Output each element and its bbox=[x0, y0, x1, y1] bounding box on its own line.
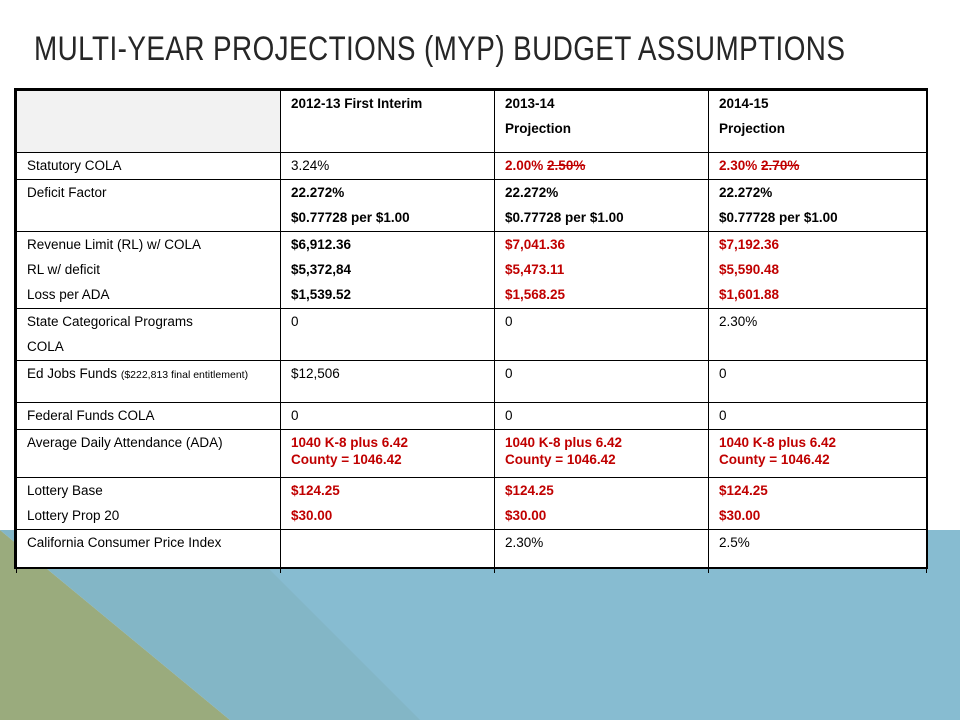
row-label: Lottery Base Lottery Prop 20 bbox=[16, 477, 281, 530]
table-cell: $12,506 bbox=[280, 360, 495, 403]
row-label: Federal Funds COLA bbox=[16, 402, 281, 430]
header-cell-2012-13: 2012-13 First Interim bbox=[280, 90, 495, 153]
table-cell: $124.25 $30.00 bbox=[280, 477, 495, 530]
row-label: Ed Jobs Funds ($222,813 final entitlemen… bbox=[16, 360, 281, 403]
teal-light-shape bbox=[0, 530, 420, 720]
table-cell: $6,912.36 $5,372,84 $1,539.52 bbox=[280, 231, 495, 309]
table-cell: 2.30% bbox=[494, 529, 709, 573]
table-row: California Consumer Price Index 2.30% 2.… bbox=[16, 529, 927, 573]
table-row: Ed Jobs Funds ($222,813 final entitlemen… bbox=[16, 360, 927, 403]
table-cell: 0 bbox=[494, 308, 709, 361]
table-cell: $7,192.36 $5,590.48 $1,601.88 bbox=[708, 231, 927, 309]
table-cell: $7,041.36 $5,473.11 $1,568.25 bbox=[494, 231, 709, 309]
table-cell: 1040 K-8 plus 6.42 County = 1046.42 bbox=[708, 429, 927, 478]
table-cell: 2.30% bbox=[708, 308, 927, 361]
header-cell-2014-15: 2014-15 Projection bbox=[708, 90, 927, 153]
table-header-row: 2012-13 First Interim 2013-14 Projection … bbox=[16, 90, 927, 153]
table-cell: 2.5% bbox=[708, 529, 927, 573]
row-label: Statutory COLA bbox=[16, 152, 281, 180]
page-title: MULTI-YEAR PROJECTIONS (MYP) BUDGET ASSU… bbox=[34, 30, 846, 68]
row-label: Revenue Limit (RL) w/ COLA RL w/ deficit L… bbox=[16, 231, 281, 309]
table-row: Federal Funds COLA 0 0 0 bbox=[16, 402, 927, 430]
table-cell: 2.30% 2.70% bbox=[708, 152, 927, 180]
table-cell: 1040 K-8 plus 6.42 County = 1046.42 bbox=[280, 429, 495, 478]
table-cell: 3.24% bbox=[280, 152, 495, 180]
table-cell: $124.25 $30.00 bbox=[708, 477, 927, 530]
table-cell: 0 bbox=[280, 402, 495, 430]
table-cell: 22.272% $0.77728 per $1.00 bbox=[708, 179, 927, 232]
table-row: State Categorical Programs COLA 0 0 2.30% bbox=[16, 308, 927, 361]
budget-assumptions-table: 2012-13 First Interim 2013-14 Projection … bbox=[14, 88, 928, 573]
table-cell: 0 bbox=[494, 402, 709, 430]
table-cell: $124.25 $30.00 bbox=[494, 477, 709, 530]
table-row: Deficit Factor 22.272% $0.77728 per $1.00… bbox=[16, 179, 927, 232]
row-label: Average Daily Attendance (ADA) bbox=[16, 429, 281, 478]
header-cell-2013-14: 2013-14 Projection bbox=[494, 90, 709, 153]
table-cell: 0 bbox=[708, 402, 927, 430]
header-empty-cell bbox=[16, 90, 281, 153]
table-cell: 0 bbox=[494, 360, 709, 403]
table-cell: 0 bbox=[708, 360, 927, 403]
table-cell: 1040 K-8 plus 6.42 County = 1046.42 bbox=[494, 429, 709, 478]
row-label: Deficit Factor bbox=[16, 179, 281, 232]
table-row: Lottery Base Lottery Prop 20 $124.25 $30.0… bbox=[16, 477, 927, 530]
table-cell: 0 bbox=[280, 308, 495, 361]
table-row: Revenue Limit (RL) w/ COLA RL w/ deficit L… bbox=[16, 231, 927, 309]
table-cell: 22.272% $0.77728 per $1.00 bbox=[280, 179, 495, 232]
row-label: State Categorical Programs COLA bbox=[16, 308, 281, 361]
table-cell: 22.272% $0.77728 per $1.00 bbox=[494, 179, 709, 232]
table-row: Statutory COLA 3.24% 2.00% 2.50% 2.30% 2… bbox=[16, 152, 927, 180]
table-cell: 2.00% 2.50% bbox=[494, 152, 709, 180]
row-label: California Consumer Price Index bbox=[16, 529, 281, 573]
table-cell bbox=[280, 529, 495, 573]
table-row: Average Daily Attendance (ADA) 1040 K-8 … bbox=[16, 429, 927, 478]
